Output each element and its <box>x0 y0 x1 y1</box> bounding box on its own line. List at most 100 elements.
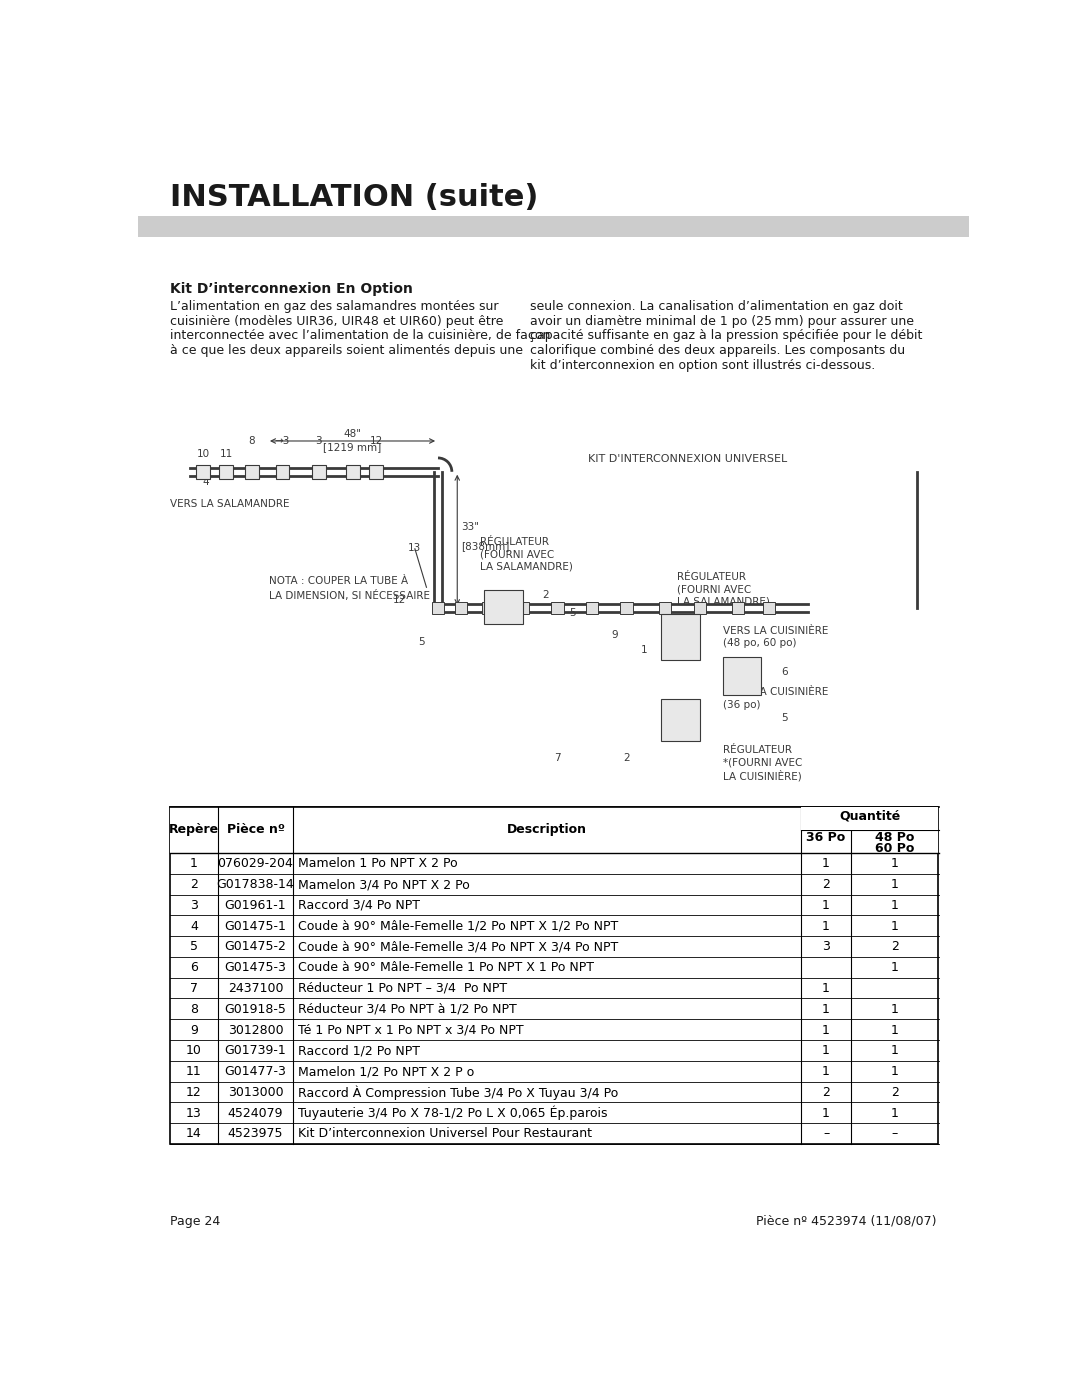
Text: 1: 1 <box>891 1045 899 1058</box>
Text: 8: 8 <box>248 436 255 447</box>
Text: 2: 2 <box>623 753 630 763</box>
Text: 1: 1 <box>822 898 831 912</box>
Text: capacité suffisante en gaz à la pression spécifiée pour le débit: capacité suffisante en gaz à la pression… <box>530 330 922 342</box>
Text: 12: 12 <box>186 1085 202 1099</box>
Text: 4: 4 <box>190 919 198 933</box>
Text: INSTALLATION (suite): INSTALLATION (suite) <box>170 183 539 212</box>
Text: G01918-5: G01918-5 <box>225 1003 286 1016</box>
Text: Pièce nº: Pièce nº <box>227 823 284 837</box>
Text: 1: 1 <box>891 1003 899 1016</box>
Text: –: – <box>891 1127 897 1140</box>
Text: (FOURNI AVEC: (FOURNI AVEC <box>677 584 751 594</box>
Bar <box>661 698 700 742</box>
Text: Coude à 90° Mâle-Femelle 1/2 Po NPT X 1/2 Po NPT: Coude à 90° Mâle-Femelle 1/2 Po NPT X 1/… <box>298 919 618 933</box>
Text: Quantité: Quantité <box>839 810 901 823</box>
Bar <box>659 602 672 615</box>
Text: 3: 3 <box>190 898 198 912</box>
Text: 1: 1 <box>642 645 648 655</box>
Text: LA DIMENSION, SI NÉCESSAIRE: LA DIMENSION, SI NÉCESSAIRE <box>269 590 430 601</box>
Bar <box>170 806 939 854</box>
Text: 3: 3 <box>315 436 322 447</box>
Text: Coude à 90° Mâle-Femelle 3/4 Po NPT X 3/4 Po NPT: Coude à 90° Mâle-Femelle 3/4 Po NPT X 3/… <box>298 940 618 953</box>
Text: cuisinière (modèles UIR36, UIR48 et UIR60) peut être: cuisinière (modèles UIR36, UIR48 et UIR6… <box>170 314 503 328</box>
Text: 6: 6 <box>190 961 198 974</box>
Text: VERS LA SALAMANDRE: VERS LA SALAMANDRE <box>170 499 289 509</box>
Text: G01477-3: G01477-3 <box>225 1065 286 1078</box>
Text: seule connexion. La canalisation d’alimentation en gaz doit: seule connexion. La canalisation d’alime… <box>530 300 903 313</box>
Text: L’alimentation en gaz des salamandres montées sur: L’alimentation en gaz des salamandres mo… <box>170 300 499 313</box>
Text: 1: 1 <box>891 858 899 870</box>
Text: 11: 11 <box>219 448 233 458</box>
Text: 11: 11 <box>186 1065 202 1078</box>
Text: kit d’interconnexion en option sont illustrés ci-dessous.: kit d’interconnexion en option sont illu… <box>530 359 876 372</box>
Text: 4524079: 4524079 <box>228 1106 283 1120</box>
Text: 1: 1 <box>822 982 831 995</box>
Text: 10: 10 <box>186 1045 202 1058</box>
Text: à ce que les deux appareils soient alimentés depuis une: à ce que les deux appareils soient alime… <box>170 344 523 358</box>
Bar <box>432 602 444 615</box>
Text: 13: 13 <box>408 543 421 553</box>
Text: 1: 1 <box>822 858 831 870</box>
Bar <box>762 602 775 615</box>
Text: NOTA : COUPER LA TUBE À: NOTA : COUPER LA TUBE À <box>269 576 408 585</box>
Text: LA SALAMANDRE): LA SALAMANDRE) <box>677 597 770 606</box>
Text: 076029-204: 076029-204 <box>217 858 294 870</box>
Text: Réducteur 1 Po NPT – 3/4  Po NPT: Réducteur 1 Po NPT – 3/4 Po NPT <box>298 982 507 995</box>
Text: Mamelon 3/4 Po NPT X 2 Po: Mamelon 3/4 Po NPT X 2 Po <box>298 877 470 891</box>
Text: 4: 4 <box>202 478 208 488</box>
Text: 6: 6 <box>781 666 787 676</box>
Text: 5: 5 <box>569 608 576 617</box>
Text: calorifique combiné des deux appareils. Les composants du: calorifique combiné des deux appareils. … <box>530 344 905 358</box>
Text: G01739-1: G01739-1 <box>225 1045 286 1058</box>
Text: avoir un diamètre minimal de 1 po (25 mm) pour assurer une: avoir un diamètre minimal de 1 po (25 mm… <box>530 314 915 328</box>
Text: 2: 2 <box>891 1085 899 1099</box>
Text: 5: 5 <box>418 637 424 647</box>
Text: interconnectée avec l’alimentation de la cuisinière, de façon: interconnectée avec l’alimentation de la… <box>170 330 551 342</box>
Text: 48": 48" <box>343 429 362 440</box>
Text: Tuyauterie 3/4 Po X 78-1/2 Po L X 0,065 Ép.parois: Tuyauterie 3/4 Po X 78-1/2 Po L X 0,065 … <box>298 1106 607 1120</box>
Text: 2: 2 <box>822 877 831 891</box>
Text: (48 po, 60 po): (48 po, 60 po) <box>723 638 796 648</box>
Text: Raccord 1/2 Po NPT: Raccord 1/2 Po NPT <box>298 1045 420 1058</box>
Bar <box>482 602 495 615</box>
Text: Kit D’interconnexion Universel Pour Restaurant: Kit D’interconnexion Universel Pour Rest… <box>298 1127 592 1140</box>
Bar <box>312 465 325 479</box>
Text: Page 24: Page 24 <box>170 1215 220 1228</box>
Text: 3013000: 3013000 <box>228 1085 283 1099</box>
Bar <box>219 465 233 479</box>
Text: G01475-1: G01475-1 <box>225 919 286 933</box>
Text: KIT D'INTERCONNEXION UNIVERSEL: KIT D'INTERCONNEXION UNIVERSEL <box>589 454 787 464</box>
Bar <box>245 465 258 479</box>
Text: 1: 1 <box>891 961 899 974</box>
Text: 9: 9 <box>611 630 619 640</box>
Bar <box>197 465 211 479</box>
Text: 1: 1 <box>822 1045 831 1058</box>
Bar <box>732 602 744 615</box>
Text: G01475-3: G01475-3 <box>225 961 286 974</box>
Bar <box>347 465 361 479</box>
Text: 1: 1 <box>822 1024 831 1037</box>
Bar <box>484 590 523 624</box>
Text: 48 Po: 48 Po <box>875 831 915 844</box>
Text: –: – <box>823 1127 829 1140</box>
Text: Raccord À Compression Tube 3/4 Po X Tuyau 3/4 Po: Raccord À Compression Tube 3/4 Po X Tuya… <box>298 1085 618 1099</box>
Text: 2437100: 2437100 <box>228 982 283 995</box>
Bar <box>551 602 564 615</box>
Text: 1: 1 <box>190 858 198 870</box>
Text: 8: 8 <box>190 1003 198 1016</box>
Text: Kit D’interconnexion En Option: Kit D’interconnexion En Option <box>170 282 413 296</box>
Text: 36 Po: 36 Po <box>807 831 846 844</box>
Text: 7: 7 <box>554 753 561 763</box>
Text: 12: 12 <box>392 595 406 605</box>
Bar <box>369 465 383 479</box>
Text: 2: 2 <box>542 590 549 599</box>
Text: 1: 1 <box>822 1065 831 1078</box>
Text: LA SALAMANDRE): LA SALAMANDRE) <box>481 562 573 571</box>
Text: RÉGULATEUR: RÉGULATEUR <box>481 538 550 548</box>
Text: 5: 5 <box>190 940 198 953</box>
Text: [1219 mm]: [1219 mm] <box>323 443 381 453</box>
Text: 1: 1 <box>891 1065 899 1078</box>
Text: →3: →3 <box>274 436 291 447</box>
Bar <box>585 602 598 615</box>
Text: LA CUISINIÈRE): LA CUISINIÈRE) <box>723 770 801 781</box>
